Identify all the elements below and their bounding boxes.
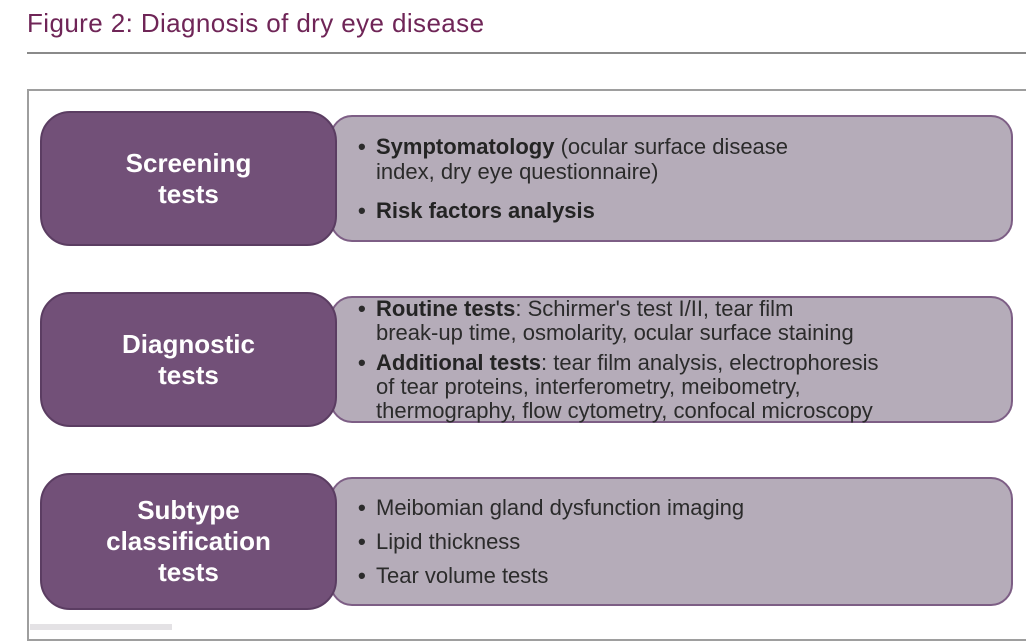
list-item: • Lipid thickness [358,529,1001,554]
bullet-icon: • [358,529,366,554]
screening-tests-content-box: • Symptomatology (ocular surface disease… [330,115,1013,242]
bullet-icon: • [358,563,366,588]
list-item-text: Lipid thickness [376,529,521,554]
list-item: • Symptomatology (ocular surface disease… [358,134,1001,184]
screening-tests-row: • Symptomatology (ocular surface disease… [40,111,1013,246]
bullet-icon: • [358,349,366,375]
bullet-icon: • [358,198,366,223]
bullet-icon: • [358,295,366,321]
diagnostic-tests-content-box: • Routine tests: Schirmer's test I/II, t… [330,296,1013,423]
list-item: • Meibomian gland dysfunction imaging [358,495,1001,520]
cropped-element-bottom [30,624,172,630]
list-item-text: Symptomatology (ocular surface disease i… [376,134,789,184]
page-title: Figure 2: Diagnosis of dry eye disease [27,8,485,38]
screening-tests-label-box: Screening tests [40,111,337,246]
diagnostic-tests-label-box: Diagnostic tests [40,292,337,427]
title-underline [27,52,1026,54]
list-item-text: Additional tests: tear film analysis, el… [376,349,879,423]
list-item: • Risk factors analysis [358,198,1001,223]
list-item-text: Routine tests: Schirmer's test I/II, tea… [376,295,854,345]
bullet-icon: • [358,134,366,159]
bullet-icon: • [358,495,366,520]
screening-tests-label: Screening tests [125,147,252,209]
subtype-classification-tests-row: • Meibomian gland dysfunction imaging • … [40,473,1013,610]
list-item: • Tear volume tests [358,563,1001,588]
list-item-text: Meibomian gland dysfunction imaging [376,495,745,520]
subtype-classification-label: Subtype classification tests [106,495,271,587]
list-item: • Routine tests: Schirmer's test I/II, t… [358,295,1001,345]
subtype-classification-content-box: • Meibomian gland dysfunction imaging • … [330,477,1013,606]
list-item: • Additional tests: tear film analysis, … [358,349,1001,423]
subtype-classification-label-box: Subtype classification tests [40,473,337,610]
diagnostic-tests-label: Diagnostic tests [122,328,255,390]
list-item-text: Risk factors analysis [376,198,595,223]
diagnostic-tests-row: • Routine tests: Schirmer's test I/II, t… [40,292,1013,427]
list-item-text: Tear volume tests [376,563,549,588]
